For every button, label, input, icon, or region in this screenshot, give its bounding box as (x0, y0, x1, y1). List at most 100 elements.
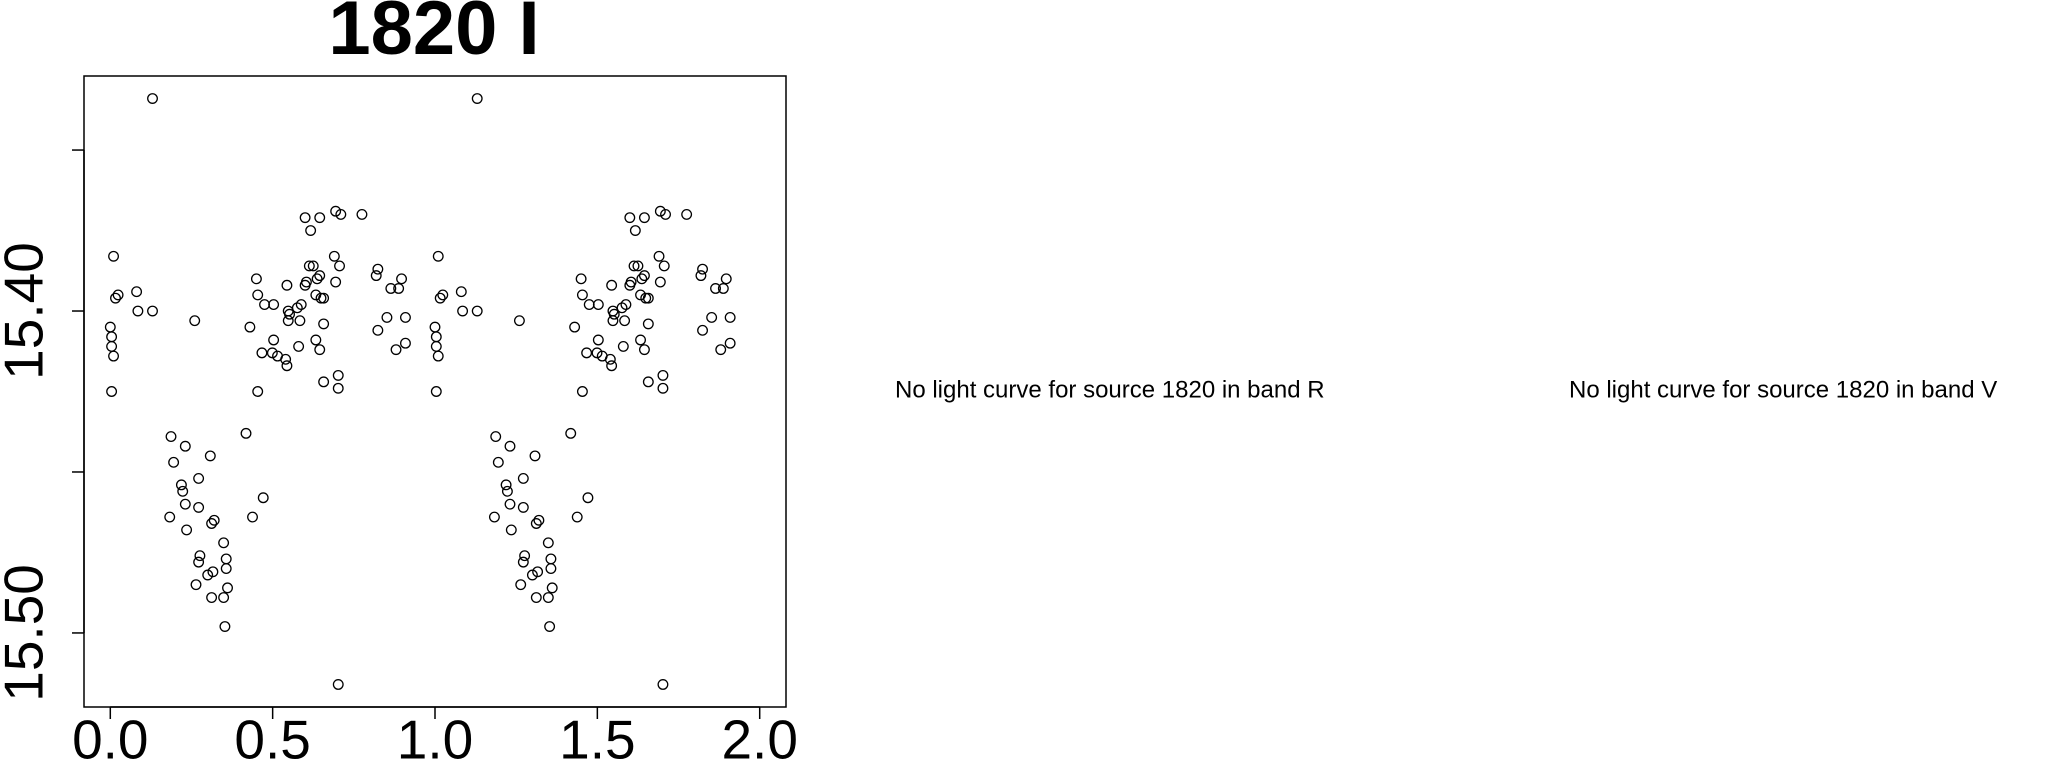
point (314, 212, 326, 224)
point (545, 553, 557, 565)
point (305, 225, 317, 236)
point (314, 270, 326, 282)
point (208, 514, 220, 526)
point (268, 299, 280, 311)
point (307, 260, 319, 272)
point (252, 386, 264, 397)
chart-title: 1820 I (328, 0, 539, 71)
point (505, 524, 517, 536)
point (400, 337, 411, 349)
point (642, 292, 654, 304)
point (657, 369, 669, 381)
point (257, 492, 269, 504)
point (252, 289, 264, 301)
point (328, 250, 340, 262)
point (542, 537, 554, 549)
x-tick-label: 1.0 (397, 709, 473, 766)
point (390, 344, 402, 356)
point (607, 305, 619, 317)
point (318, 292, 330, 304)
plot-frame (83, 75, 787, 708)
point (636, 273, 648, 285)
point (282, 305, 294, 317)
point (396, 273, 408, 285)
point (430, 340, 442, 352)
point (488, 511, 500, 523)
point (164, 511, 176, 523)
point (542, 592, 554, 603)
point (281, 279, 293, 291)
x-tick-label: 0.0 (72, 709, 148, 766)
point (576, 289, 588, 301)
point (294, 315, 306, 327)
point (581, 347, 593, 359)
x-tick-label: 1.5 (559, 709, 635, 766)
point (628, 260, 640, 272)
point (295, 299, 307, 311)
point (112, 289, 124, 301)
point (334, 260, 345, 272)
point (193, 472, 205, 484)
x-tick-label: 0.5 (234, 709, 310, 766)
y-tick-label: 15.40 (0, 242, 55, 380)
point (244, 321, 256, 333)
point (624, 279, 636, 291)
point (247, 511, 258, 523)
point (437, 289, 449, 301)
point (695, 270, 707, 282)
point (638, 270, 650, 282)
point (218, 592, 230, 603)
point (642, 376, 654, 388)
point (218, 537, 230, 549)
point (400, 312, 411, 323)
point (179, 440, 191, 452)
point (193, 501, 205, 513)
point (653, 250, 665, 262)
point (617, 340, 629, 352)
point (259, 299, 270, 311)
point (293, 340, 305, 352)
point (335, 208, 347, 220)
point (582, 492, 594, 504)
point (177, 485, 189, 497)
point (654, 276, 666, 288)
point (318, 376, 330, 388)
point (592, 299, 604, 311)
point (592, 334, 604, 346)
point (131, 286, 143, 298)
point (256, 347, 268, 359)
point (318, 318, 330, 330)
point (372, 324, 384, 336)
point (219, 621, 231, 632)
point (314, 344, 326, 356)
point (532, 566, 544, 578)
point (303, 260, 315, 272)
point (519, 550, 531, 562)
point (642, 318, 654, 330)
message: No light curve for source 1820 in band R (895, 376, 1325, 403)
point (606, 279, 618, 291)
point (206, 518, 218, 529)
point (381, 312, 393, 323)
point (194, 550, 206, 562)
point (175, 479, 187, 491)
point (658, 260, 670, 272)
point (606, 360, 618, 372)
point (710, 283, 721, 294)
point (372, 263, 384, 275)
point (706, 312, 718, 323)
point (638, 344, 650, 356)
point (110, 292, 121, 304)
point (517, 556, 529, 568)
point (632, 260, 644, 272)
point (569, 321, 581, 333)
point (179, 498, 191, 510)
point (517, 472, 529, 484)
point (629, 225, 641, 236)
point (385, 283, 397, 294)
point (565, 427, 577, 439)
point (106, 386, 118, 397)
point (620, 299, 632, 311)
point (429, 321, 441, 333)
point (545, 563, 557, 575)
